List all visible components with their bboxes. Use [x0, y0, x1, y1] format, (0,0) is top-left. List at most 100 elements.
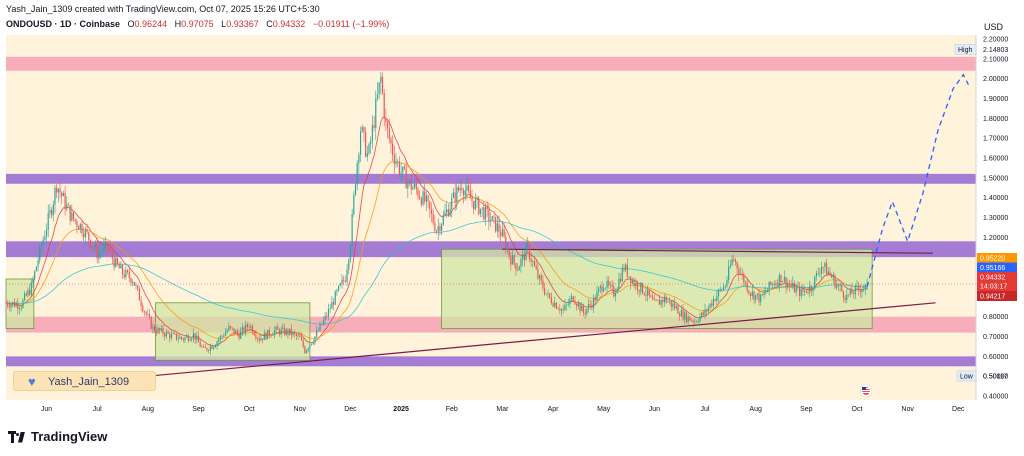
candle-body [295, 333, 297, 337]
candle-body [408, 179, 411, 183]
candle-body [388, 128, 390, 139]
candle-body [611, 284, 613, 287]
candle-body [584, 312, 586, 314]
candle-330 [562, 304, 564, 314]
candle-body [98, 252, 100, 259]
candle-80 [140, 296, 142, 312]
candle-body [532, 261, 534, 263]
candle-45 [81, 219, 83, 237]
candle-body [758, 293, 760, 302]
candle-body [650, 295, 652, 297]
candle-body [292, 332, 294, 336]
candle-389 [662, 298, 664, 308]
candle-332 [565, 303, 568, 311]
candle-body [714, 299, 716, 301]
candle-274 [468, 177, 470, 194]
candle-body [13, 302, 16, 307]
candle-body [814, 276, 816, 289]
candle-500 [849, 287, 851, 298]
candle-495 [841, 281, 843, 292]
candle-390 [663, 293, 666, 307]
candle-279 [476, 195, 478, 209]
candle-188 [322, 316, 325, 326]
candle-body [22, 300, 24, 308]
y-axis[interactable]: 2.20000 2.10000 2.00000 1.90000 1.80000 1.700… [983, 36, 1008, 400]
candle-body [619, 278, 622, 282]
candle-body [262, 338, 264, 340]
candle-body [359, 131, 362, 155]
candle-body [263, 332, 265, 340]
candle-125 [216, 340, 218, 350]
candle-body [449, 208, 451, 216]
candle-body [208, 350, 210, 351]
candle-431 [733, 255, 735, 263]
candle-30 [56, 184, 58, 199]
candle-body [773, 283, 775, 285]
candle-body [760, 294, 762, 302]
candle-body [250, 326, 252, 328]
tradingview-logo[interactable]: TradingView [8, 429, 107, 444]
candle-body [716, 295, 718, 301]
candle-body [125, 270, 127, 278]
candle-464 [788, 279, 791, 292]
candle-body [447, 209, 449, 216]
candle-485 [824, 261, 826, 273]
candle-body [437, 226, 439, 232]
candle-body [831, 274, 833, 278]
x-axis[interactable]: Jun Jul Aug Sep Oct Nov Dec 2025 Feb Mar Apr May Jun… [41, 406, 965, 413]
currency-label[interactable]: USD [984, 22, 1004, 32]
candle-363 [618, 272, 620, 292]
price-tag-4: 0.94217 [977, 291, 1017, 301]
candle-body [32, 278, 34, 283]
candle-body [834, 275, 836, 288]
candle-body [572, 296, 574, 302]
candle-216 [370, 136, 372, 154]
candle-267 [456, 183, 458, 210]
candle-body [775, 283, 777, 285]
y-tick-label: 0.80000 [983, 314, 1008, 321]
candle-200 [343, 275, 345, 286]
x-tick-label: Aug [142, 406, 155, 413]
candle-body [679, 313, 681, 317]
candle-body [496, 223, 498, 232]
candle-body [285, 329, 287, 335]
candle-97 [169, 331, 171, 343]
candle-body [204, 347, 206, 349]
candle-432 [734, 257, 736, 266]
candle-65 [115, 253, 117, 269]
candle-137 [236, 328, 238, 337]
candle-body [52, 204, 54, 216]
candle-146 [251, 323, 254, 335]
candle-body [618, 278, 620, 289]
candle-84 [147, 308, 149, 317]
candle-body [294, 332, 296, 334]
candle-body [228, 326, 230, 331]
candle-396 [674, 297, 676, 311]
candle-16 [32, 276, 34, 288]
candle-body [829, 271, 831, 275]
candle-body [530, 258, 532, 262]
candle-77 [135, 282, 137, 290]
candle-body [756, 293, 758, 295]
candle-343 [584, 308, 586, 320]
candle-body [510, 256, 512, 265]
candle-body [562, 309, 564, 310]
candle-327 [557, 306, 559, 310]
ticker-symbol[interactable]: ONDOUSD · 1D · Coinbase [6, 19, 121, 29]
candle-89 [155, 326, 157, 336]
candle-body [40, 245, 43, 247]
candle-259 [442, 210, 444, 226]
candle-body [12, 302, 14, 305]
candle-149 [256, 336, 259, 343]
candle-body [353, 194, 355, 215]
candle-body [820, 267, 823, 274]
y-tick-label: 1.80000 [983, 116, 1008, 123]
candle-body [809, 286, 811, 293]
candle-body [72, 212, 75, 220]
candle-498 [846, 289, 848, 304]
candle-305 [520, 256, 522, 273]
candle-393 [668, 296, 671, 305]
flag-icon[interactable] [859, 384, 873, 398]
candle-body [283, 327, 286, 335]
